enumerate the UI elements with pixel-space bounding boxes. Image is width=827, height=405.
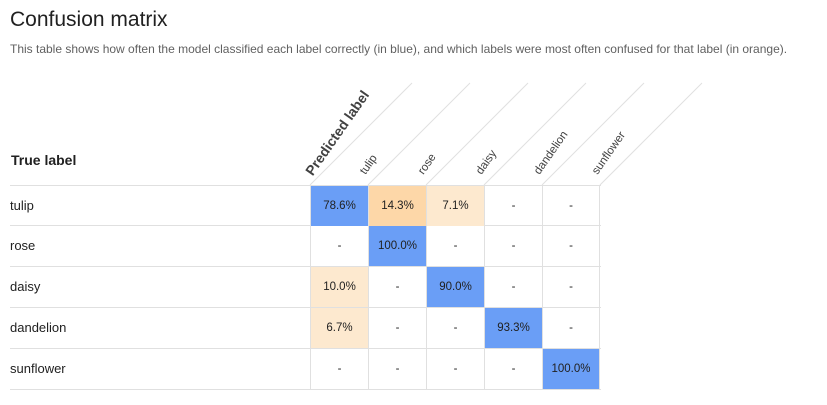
page-title: Confusion matrix <box>10 8 168 31</box>
matrix-cell: 100.0% <box>368 226 426 266</box>
matrix-cell: 100.0% <box>542 349 600 389</box>
matrix-cell: - <box>542 226 600 266</box>
table-row-tulip: tulip 78.6% 14.3% 7.1% - - <box>10 185 601 226</box>
table-row-sunflower: sunflower - - - - 100.0% <box>10 349 601 390</box>
table-row-dandelion: dandelion 6.7% - - 93.3% - <box>10 308 601 349</box>
matrix-cell: - <box>368 349 426 389</box>
column-header-tulip: tulip <box>358 152 380 177</box>
row-label-daisy: daisy <box>10 279 41 294</box>
matrix-cell: 14.3% <box>368 186 426 226</box>
column-header-sunflower: sunflower <box>590 129 629 177</box>
row-label-sunflower: sunflower <box>10 361 66 376</box>
column-header-dandelion: dandelion <box>532 129 571 177</box>
matrix-cell: - <box>542 308 600 348</box>
matrix-cell: - <box>368 267 426 307</box>
table-row-daisy: daisy 10.0% - 90.0% - - <box>10 267 601 308</box>
matrix-cell: - <box>484 186 542 226</box>
matrix-cell: - <box>542 267 600 307</box>
matrix-cell: - <box>310 349 368 389</box>
matrix-cell: - <box>310 226 368 266</box>
matrix-cell: - <box>484 267 542 307</box>
matrix-cell: - <box>542 186 600 226</box>
matrix-cell: - <box>426 226 484 266</box>
matrix-cell: 78.6% <box>310 186 368 226</box>
matrix-cell: 6.7% <box>310 308 368 348</box>
matrix-cell: - <box>484 349 542 389</box>
true-label-axis-title: True label <box>11 152 77 168</box>
row-label-rose: rose <box>10 238 36 253</box>
matrix-cell: 90.0% <box>426 267 484 307</box>
row-label-dandelion: dandelion <box>10 320 67 335</box>
matrix-cell: - <box>368 308 426 348</box>
matrix-cell: 10.0% <box>310 267 368 307</box>
matrix-cell: - <box>426 308 484 348</box>
confusion-matrix-table: tulip 78.6% 14.3% 7.1% - - rose - 100.0%… <box>10 185 601 390</box>
table-row-rose: rose - 100.0% - - - <box>10 226 601 267</box>
matrix-cell: 93.3% <box>484 308 542 348</box>
matrix-cell: 7.1% <box>426 186 484 226</box>
row-label-tulip: tulip <box>10 198 34 213</box>
column-header-rose: rose <box>416 151 439 177</box>
matrix-cell: - <box>484 226 542 266</box>
page-subtitle: This table shows how often the model cla… <box>10 42 788 56</box>
column-header-daisy: daisy <box>474 147 500 177</box>
matrix-cell: - <box>426 349 484 389</box>
